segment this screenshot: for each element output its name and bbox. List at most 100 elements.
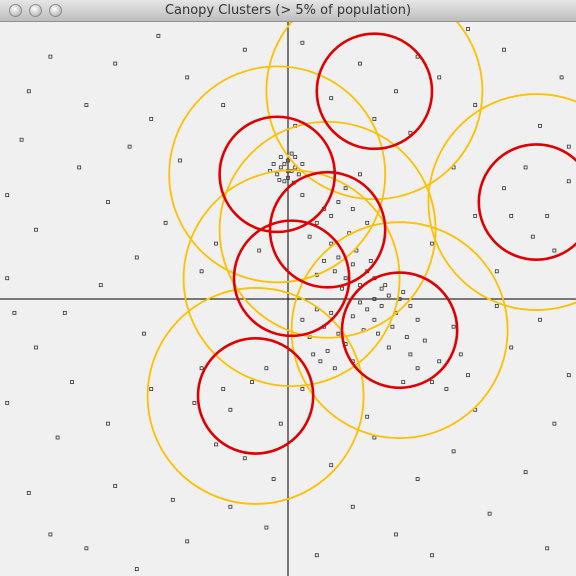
data-point: [325, 349, 330, 353]
data-point: [149, 387, 154, 391]
data-point: [415, 366, 420, 371]
data-point: [559, 75, 564, 80]
data-point: [221, 387, 226, 391]
data-point: [545, 213, 550, 218]
data-point: [358, 172, 362, 177]
data-point: [242, 47, 247, 52]
data-point: [365, 414, 370, 419]
data-point: [394, 89, 398, 94]
data-point: [336, 255, 341, 260]
data-point: [228, 407, 233, 412]
data-point: [214, 442, 218, 447]
data-point: [62, 310, 67, 315]
data-point: [98, 283, 103, 288]
title-bar[interactable]: Canopy Clusters (> 5% of population): [0, 0, 576, 22]
data-point: [300, 162, 305, 166]
data-point: [48, 532, 53, 537]
data-point: [552, 421, 557, 426]
data-point: [523, 470, 528, 475]
canopy-inner-circle: [196, 337, 315, 455]
close-window-icon[interactable]: [9, 4, 22, 17]
data-point: [566, 373, 571, 378]
data-point: [199, 269, 204, 274]
data-point: [422, 338, 427, 343]
data-point: [170, 497, 175, 502]
data-point: [451, 324, 456, 329]
canopy-outer-circle: [427, 93, 576, 311]
data-point: [19, 137, 24, 142]
data-point: [358, 300, 362, 305]
data-point: [401, 290, 406, 294]
canopy-outer-circle: [146, 287, 365, 505]
data-point: [350, 504, 355, 509]
data-point: [372, 297, 377, 301]
zoom-window-icon[interactable]: [49, 4, 62, 17]
data-point: [408, 304, 413, 308]
data-point: [502, 186, 506, 191]
data-point: [458, 352, 463, 357]
data-point: [343, 186, 348, 191]
data-point: [296, 172, 301, 177]
data-point: [84, 546, 89, 551]
data-point: [271, 477, 276, 481]
data-point: [134, 567, 139, 571]
data-point: [390, 324, 395, 329]
data-point: [401, 380, 406, 385]
data-point: [250, 380, 254, 385]
data-point: [178, 158, 182, 163]
data-point: [372, 435, 377, 440]
canopies-group: [146, 22, 576, 505]
data-point: [404, 335, 409, 339]
data-point: [538, 317, 542, 322]
data-point: [350, 207, 355, 211]
data-point: [271, 162, 276, 166]
data-point: [372, 317, 377, 322]
data-point: [142, 331, 146, 336]
data-point: [113, 484, 118, 488]
data-point: [70, 380, 74, 385]
data-point: [502, 47, 506, 52]
data-point: [444, 387, 449, 391]
data-point: [55, 435, 60, 440]
data-point: [545, 546, 550, 551]
data-point: [264, 366, 269, 371]
data-point: [318, 359, 323, 364]
data-point: [350, 262, 355, 267]
data-point: [394, 532, 398, 537]
data-point: [523, 165, 528, 170]
data-point: [372, 117, 377, 121]
data-point: [332, 366, 337, 371]
data-point: [329, 241, 334, 246]
data-point: [343, 276, 348, 281]
minimize-window-icon[interactable]: [29, 4, 42, 17]
data-point: [329, 96, 334, 101]
data-point: [149, 117, 154, 121]
data-point: [77, 165, 82, 170]
plot-area: [0, 22, 576, 576]
data-point: [12, 310, 17, 315]
data-point: [376, 331, 380, 336]
data-point: [34, 227, 38, 232]
canopy-inner-circle: [232, 219, 351, 338]
canopy-inner-circle: [268, 170, 387, 289]
data-point: [289, 151, 294, 156]
data-point: [5, 276, 10, 281]
data-point: [300, 193, 305, 198]
data-point: [278, 165, 283, 170]
data-point: [466, 373, 470, 378]
data-point: [278, 421, 283, 426]
data-point: [257, 248, 262, 253]
axes-group: [0, 22, 576, 576]
data-point: [473, 103, 478, 107]
data-point: [282, 162, 287, 166]
data-point: [134, 255, 139, 260]
data-point: [275, 172, 280, 177]
data-point: [530, 234, 535, 239]
data-point: [415, 317, 420, 322]
data-point: [185, 539, 190, 544]
canopy-outer-circle: [182, 169, 401, 388]
data-point: [566, 179, 571, 184]
data-point: [192, 400, 197, 405]
canopy-inner-circle: [340, 271, 459, 390]
